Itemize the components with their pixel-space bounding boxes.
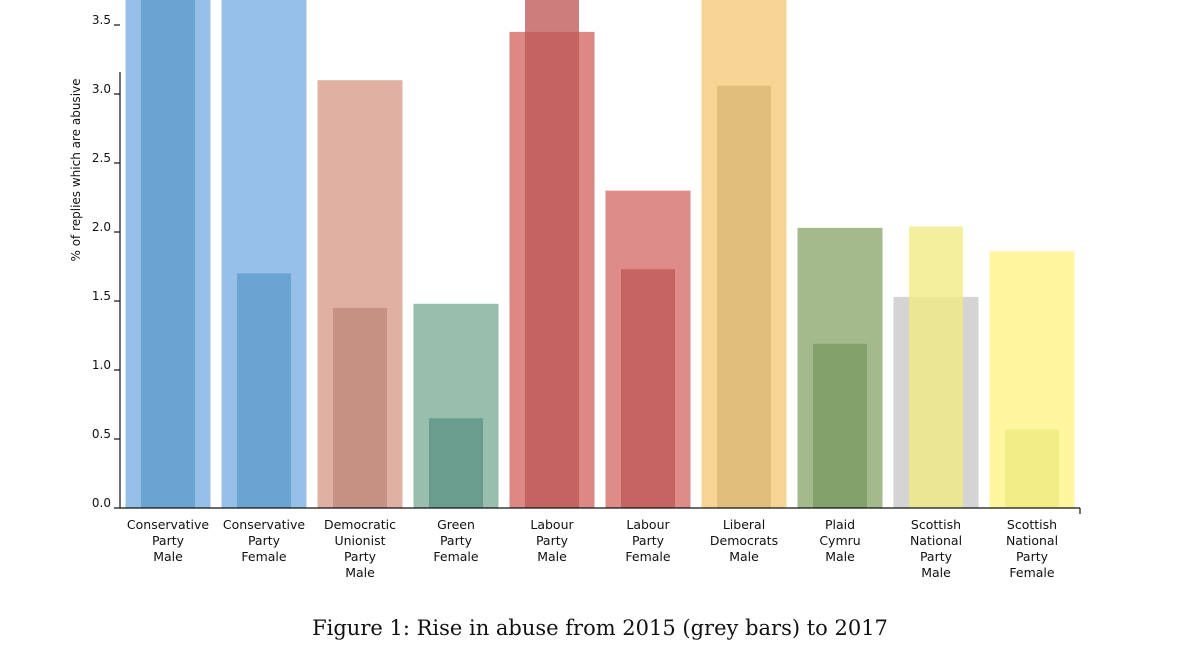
- category-label-line: Female: [433, 549, 479, 564]
- y-axis-ticks: 0.00.51.01.52.02.53.03.54.04.55.05.56.0: [92, 13, 120, 510]
- category-label-line: Female: [1009, 565, 1055, 580]
- bar-2015: [429, 418, 483, 508]
- category-label: Scottish National Party Female: [1006, 517, 1058, 580]
- y-tick-label: 0.5: [92, 427, 111, 441]
- category-label-line: National: [1006, 533, 1058, 548]
- bar-2015: [909, 226, 963, 509]
- category-label-line: Party: [1016, 549, 1049, 564]
- category-label-line: Democrats: [710, 533, 778, 548]
- category-label-line: Party: [632, 533, 665, 548]
- bar-2015: [1005, 429, 1059, 508]
- category-label-line: Male: [345, 565, 375, 580]
- category-label-line: Conservative: [223, 517, 305, 532]
- category-label-line: National: [910, 533, 962, 548]
- category-label-line: Unionist: [334, 533, 385, 548]
- y-axis-title: % of replies which are abusive: [69, 78, 83, 261]
- y-tick-label: 1.0: [92, 358, 111, 372]
- category-label-line: Scottish: [1007, 517, 1057, 532]
- bar-2015: [621, 269, 675, 508]
- category-label-line: Party: [152, 533, 185, 548]
- category-label: Conservative Party Male: [127, 517, 209, 564]
- y-tick-label: 2.5: [92, 151, 111, 165]
- axes: [119, 72, 1081, 514]
- category-label-line: Green: [437, 517, 475, 532]
- category-label: Plaid Cymru Male: [819, 517, 860, 564]
- category-label-line: Labour: [530, 517, 574, 532]
- category-label-line: Male: [153, 549, 183, 564]
- bar-2015: [717, 85, 771, 508]
- category-label: Labour Party Male: [530, 517, 574, 564]
- category-label-line: Female: [241, 549, 287, 564]
- category-label: Liberal Democrats Male: [710, 517, 778, 564]
- bar-2015: [237, 273, 291, 508]
- y-tick-label: 2.0: [92, 220, 111, 234]
- category-label-line: Democratic: [324, 517, 396, 532]
- y-tick-label: 3.0: [92, 82, 111, 96]
- category-label-line: Party: [344, 549, 377, 564]
- category-label-line: Scottish: [911, 517, 961, 532]
- bar-chart: 0.00.51.01.52.02.53.03.54.04.55.05.56.0 …: [69, 0, 1081, 580]
- category-label-line: Conservative: [127, 517, 209, 532]
- category-label-line: Male: [921, 565, 951, 580]
- category-label: Democratic Unionist Party Male: [324, 517, 396, 580]
- category-label-line: Plaid: [825, 517, 855, 532]
- category-label-line: Labour: [626, 517, 670, 532]
- category-label-line: Party: [248, 533, 281, 548]
- category-label: Conservative Party Female: [223, 517, 305, 564]
- category-label-line: Party: [536, 533, 569, 548]
- category-label-line: Male: [537, 549, 567, 564]
- bar-2015: [813, 343, 867, 508]
- category-label-line: Male: [729, 549, 759, 564]
- category-label: Scottish National Party Male: [910, 517, 962, 580]
- category-label: Labour Party Female: [625, 517, 671, 564]
- category-label-line: Party: [440, 533, 473, 548]
- category-label-line: Liberal: [723, 517, 765, 532]
- y-tick-label: 0.0: [92, 496, 111, 510]
- category-label-line: Female: [625, 549, 671, 564]
- y-tick-label: 3.5: [92, 13, 111, 27]
- y-tick-label: 1.5: [92, 289, 111, 303]
- category-label-line: Male: [825, 549, 855, 564]
- bar-2015: [141, 0, 195, 509]
- bar-2015: [333, 307, 387, 508]
- category-label: Green Party Female: [433, 517, 479, 564]
- series-2015-bars: [141, 0, 1059, 509]
- category-label-line: Cymru: [819, 533, 860, 548]
- category-label-line: Party: [920, 549, 953, 564]
- bar-2015: [525, 0, 579, 509]
- figure-caption: Figure 1: Rise in abuse from 2015 (grey …: [312, 616, 888, 640]
